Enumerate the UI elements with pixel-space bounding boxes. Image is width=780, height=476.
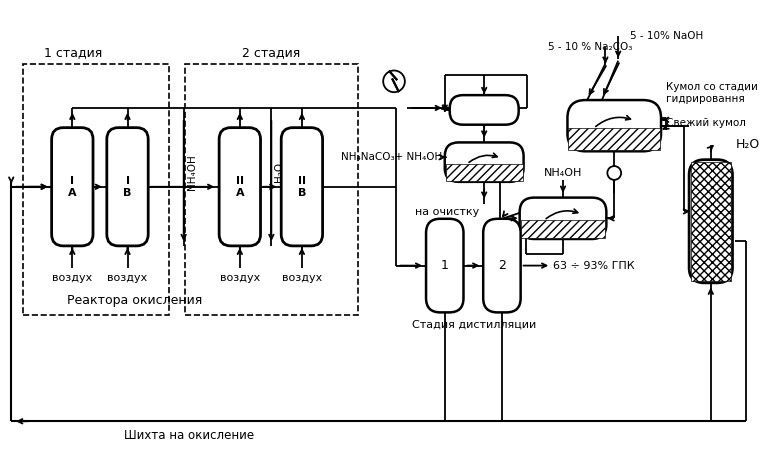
Text: 5 - 10 % Na₂CO₃: 5 - 10 % Na₂CO₃ — [548, 42, 633, 52]
Text: I
B: I B — [123, 176, 132, 198]
FancyBboxPatch shape — [426, 219, 463, 312]
FancyBboxPatch shape — [282, 128, 323, 246]
Text: воздух: воздух — [52, 274, 93, 284]
Text: воздух: воздух — [108, 274, 147, 284]
Bar — [23, 64, 169, 315]
FancyBboxPatch shape — [51, 128, 93, 246]
Circle shape — [383, 70, 405, 92]
Text: H₂O: H₂O — [736, 139, 760, 151]
Text: 1: 1 — [441, 259, 448, 272]
Polygon shape — [520, 220, 605, 238]
Text: на очистку: на очистку — [415, 208, 479, 218]
Text: 2: 2 — [498, 259, 506, 272]
Polygon shape — [445, 164, 523, 181]
Polygon shape — [569, 128, 660, 150]
Text: 1 стадия: 1 стадия — [44, 46, 102, 59]
FancyBboxPatch shape — [107, 128, 148, 246]
Text: воздух: воздух — [220, 274, 260, 284]
Text: II
B: II B — [298, 176, 306, 198]
Text: H₂O: H₂O — [275, 162, 285, 182]
Text: I
A: I A — [68, 176, 76, 198]
Polygon shape — [691, 162, 731, 281]
Text: 63 ÷ 93% ГПК: 63 ÷ 93% ГПК — [553, 260, 635, 270]
Text: Шихта на окисление: Шихта на окисление — [123, 429, 254, 442]
Text: 5 - 10% NaOH: 5 - 10% NaOH — [630, 31, 704, 41]
Text: NH₄OH: NH₄OH — [186, 154, 197, 190]
Text: II
A: II A — [236, 176, 244, 198]
FancyBboxPatch shape — [219, 128, 261, 246]
FancyBboxPatch shape — [567, 100, 661, 151]
Text: Кумол со стадии
гидрировання: Кумол со стадии гидрировання — [666, 82, 758, 104]
FancyBboxPatch shape — [689, 159, 732, 283]
FancyBboxPatch shape — [483, 219, 520, 312]
FancyBboxPatch shape — [519, 198, 606, 239]
Text: Свежий кумол: Свежий кумол — [666, 118, 746, 128]
Text: NH₄NaCO₃+ NH₄OH: NH₄NaCO₃+ NH₄OH — [341, 152, 441, 162]
Circle shape — [608, 166, 621, 180]
Text: воздух: воздух — [282, 274, 322, 284]
Text: Реактора окисления: Реактора окисления — [67, 294, 202, 307]
FancyBboxPatch shape — [445, 142, 523, 182]
Bar — [185, 64, 358, 315]
Text: NH₄OH: NH₄OH — [544, 168, 582, 178]
FancyBboxPatch shape — [450, 95, 519, 125]
Text: Стадия дистилляции: Стадия дистилляции — [412, 320, 537, 330]
Text: 2 стадия: 2 стадия — [243, 46, 300, 59]
